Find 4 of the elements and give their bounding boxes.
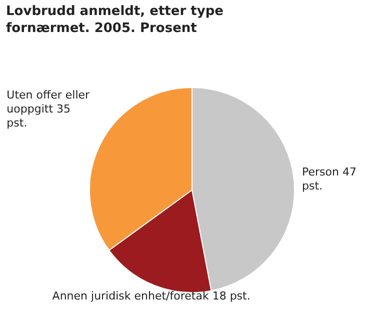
slice-label: Person 47 pst. [302,165,356,192]
slice-label: Annen juridisk enhet/foretak 18 pst. [52,290,250,303]
chart-title: Lovbrudd anmeldt, etter type fornærmet. 2005. Prosent [6,3,224,37]
slice-label: Uten offer eller uoppgitt 35 pst. [6,88,90,130]
